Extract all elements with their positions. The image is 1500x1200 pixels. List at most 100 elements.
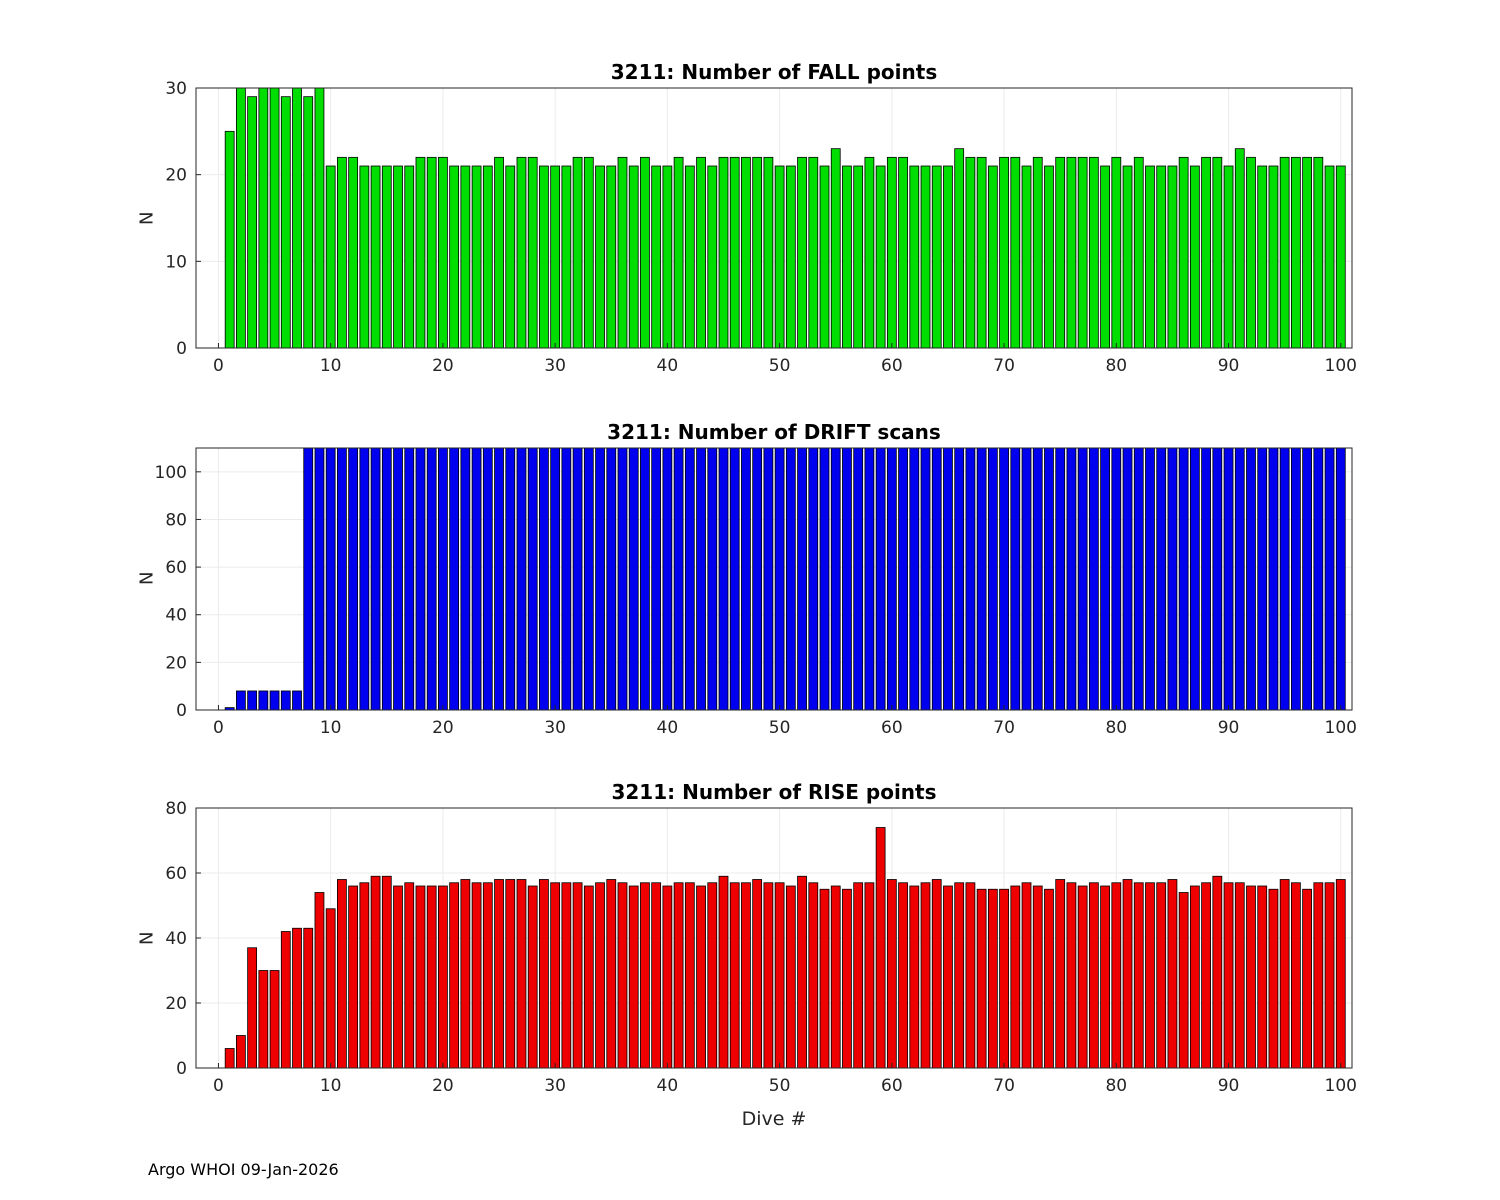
x-tick-label: 10 — [320, 1076, 342, 1096]
x-tick-label: 70 — [993, 1076, 1015, 1096]
bar — [1133, 447, 1144, 711]
bar — [1156, 447, 1167, 711]
bar — [729, 447, 740, 711]
bar — [1201, 882, 1211, 1069]
bar — [1167, 879, 1178, 1069]
x-tick-label: 90 — [1218, 356, 1240, 376]
bar — [269, 970, 280, 1069]
bar — [1077, 885, 1088, 1069]
bar — [1077, 447, 1088, 711]
bar — [269, 690, 280, 711]
bar — [1302, 156, 1312, 349]
bar — [662, 447, 673, 711]
bars — [224, 447, 1346, 711]
bar — [1178, 156, 1189, 349]
bar — [325, 908, 336, 1069]
drift-scans-chart: 3211: Number of DRIFT scans N 0 10 20 30 40 5… — [120, 420, 1380, 760]
bar — [404, 165, 415, 349]
x-tick-label: 60 — [881, 1076, 903, 1096]
bar — [1145, 882, 1155, 1069]
x-tick-label: 40 — [657, 356, 679, 376]
bar — [404, 882, 415, 1069]
bar — [280, 96, 291, 349]
fall-plot-area: 0 10 20 30 40 50 60 70 80 90 100 0 10 20 30 — [120, 60, 1380, 400]
bar — [943, 885, 953, 1069]
bar — [381, 165, 392, 349]
y-tick-label: 0 — [176, 1059, 187, 1079]
bar — [539, 447, 549, 711]
bar — [1055, 447, 1066, 711]
bar — [976, 888, 987, 1069]
y-tick-label: 20 — [165, 166, 187, 186]
bars — [224, 87, 1346, 349]
bar — [359, 165, 370, 349]
bar — [640, 156, 650, 349]
bar — [1234, 882, 1245, 1069]
bar — [1279, 879, 1290, 1069]
bar — [516, 156, 527, 349]
bar — [707, 165, 718, 349]
bar — [987, 447, 998, 711]
x-tick-label: 100 — [1325, 718, 1357, 738]
bar — [247, 947, 258, 1069]
rise-plot-area: 0 10 20 30 40 50 60 70 80 90 100 0 20 40 60 80 — [120, 780, 1380, 1160]
axes: 0 10 20 30 40 50 60 70 80 90 100 0 20 40 60 80 100 — [155, 447, 1357, 738]
bar — [1189, 885, 1200, 1069]
bar — [247, 690, 258, 711]
x-tick-label: 70 — [993, 718, 1015, 738]
bar — [1044, 165, 1054, 349]
bar — [808, 882, 819, 1069]
bar — [752, 879, 763, 1069]
bar — [1302, 888, 1312, 1069]
bar — [415, 447, 426, 711]
bar — [516, 447, 527, 711]
bar — [729, 156, 740, 349]
bar — [325, 165, 336, 349]
fall-points-chart: 3211: Number of FALL points N 0 10 20 30 40 5… — [120, 60, 1380, 400]
bar — [449, 882, 460, 1069]
footer-text: Argo WHOI 09-Jan-2026 — [148, 1160, 339, 1179]
bar — [999, 447, 1009, 711]
bar — [853, 447, 864, 711]
bar — [1201, 156, 1211, 349]
bar — [842, 447, 852, 711]
bar — [785, 885, 796, 1069]
bar — [1313, 156, 1324, 349]
bar — [1044, 888, 1054, 1069]
bar — [561, 165, 572, 349]
bar — [572, 882, 583, 1069]
bar — [1145, 447, 1155, 711]
bar — [886, 156, 897, 349]
y-tick-label: 20 — [165, 653, 187, 673]
bar — [1313, 882, 1324, 1069]
bar — [348, 447, 359, 711]
bar — [931, 447, 942, 711]
bar — [976, 156, 987, 349]
bar — [673, 156, 684, 349]
x-tick-label: 0 — [213, 718, 224, 738]
bar — [808, 447, 819, 711]
bar — [954, 882, 965, 1069]
bar — [987, 888, 998, 1069]
bar — [999, 156, 1009, 349]
bar — [1122, 447, 1133, 711]
x-tick-label: 90 — [1218, 718, 1240, 738]
bar — [1066, 156, 1077, 349]
bar — [1100, 165, 1110, 349]
x-tick-label: 40 — [657, 1076, 679, 1096]
bar — [741, 156, 751, 349]
x-tick-label: 80 — [1105, 718, 1127, 738]
bar — [763, 447, 774, 711]
bar — [415, 885, 426, 1069]
bar — [1189, 165, 1200, 349]
bar — [943, 165, 953, 349]
bar — [886, 879, 897, 1069]
bar — [774, 165, 785, 349]
bar — [1257, 885, 1268, 1069]
bar — [797, 447, 807, 711]
bar — [337, 156, 347, 349]
fall-chart-title: 3211: Number of FALL points — [610, 60, 938, 84]
bar — [393, 885, 403, 1069]
x-tick-label: 0 — [213, 356, 224, 376]
bar — [909, 447, 920, 711]
